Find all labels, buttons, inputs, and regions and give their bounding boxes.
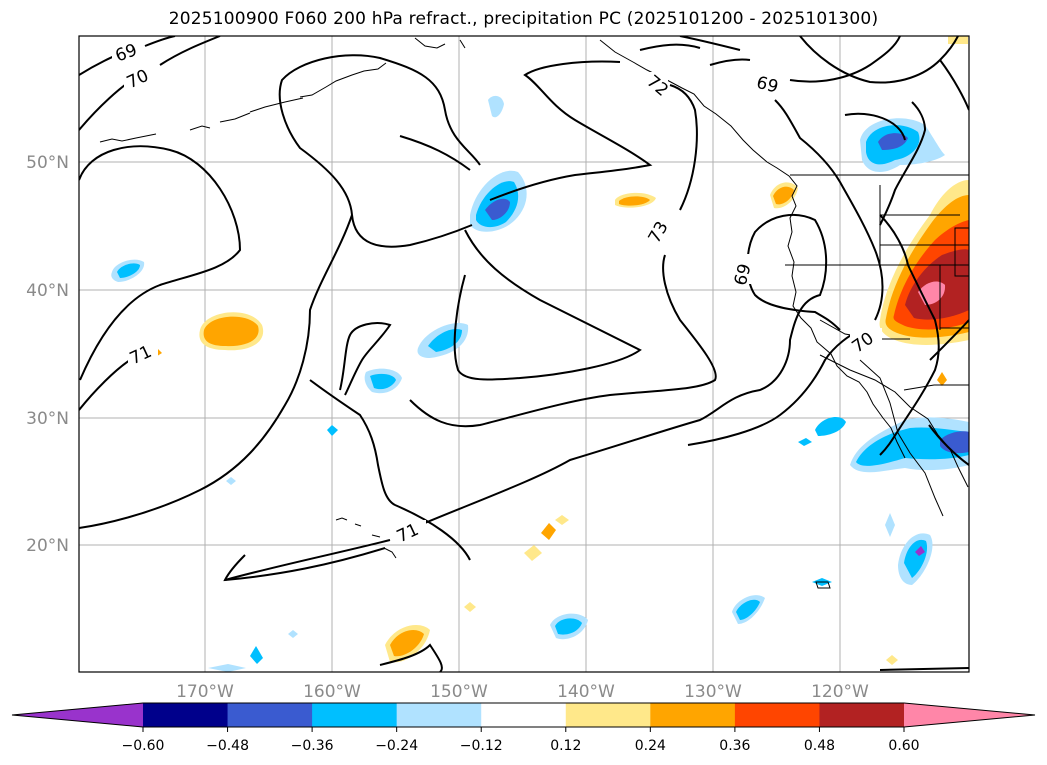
colorbar-segment xyxy=(227,703,313,727)
colorbar-extend-max xyxy=(904,703,1035,727)
precip-blob xyxy=(524,545,542,561)
precip-blob xyxy=(541,523,556,540)
precip-blob xyxy=(937,372,947,386)
colorbar-label: −0.48 xyxy=(206,738,249,754)
precip-blob xyxy=(770,182,798,209)
colorbar-segment xyxy=(819,703,905,727)
precip-blob xyxy=(226,477,236,485)
colorbar-label: 0.24 xyxy=(635,738,666,754)
colorbar-segment xyxy=(734,703,820,727)
colorbar-label: −0.36 xyxy=(291,738,334,754)
colorbar-segment xyxy=(481,703,567,727)
precip-blob xyxy=(327,425,338,436)
lon-label: 120°W xyxy=(811,682,869,702)
colorbar-label: −0.60 xyxy=(122,738,165,754)
lon-label: 150°W xyxy=(430,682,488,702)
colorbar-label: 0.60 xyxy=(888,738,919,754)
precip-blob xyxy=(385,625,430,663)
precip-blob xyxy=(208,664,246,672)
precip-blob xyxy=(550,613,588,640)
colorbar-segment xyxy=(396,703,482,727)
precip-blob xyxy=(885,513,895,537)
lon-label: 130°W xyxy=(684,682,742,702)
lon-label: 160°W xyxy=(303,682,361,702)
precip-blob xyxy=(555,515,569,525)
precip-blob xyxy=(464,602,476,612)
contour-labels: 69 70 69 73 72 71 69 70 71 xyxy=(112,40,882,547)
map-frame xyxy=(78,35,970,673)
precip-blob xyxy=(615,192,656,208)
precip-blob xyxy=(815,416,846,436)
map-title: 2025100900 F060 200 hPa refract., precip… xyxy=(168,9,879,29)
colorbar-extend-min xyxy=(12,703,143,727)
longitude-labels: 170°W 160°W 150°W 140°W 130°W 120°W xyxy=(176,682,869,702)
precip-blob xyxy=(886,655,898,665)
precip-blob xyxy=(199,312,264,351)
precip-blob xyxy=(879,180,969,345)
precip-blob xyxy=(470,170,527,232)
precip-blob xyxy=(732,595,765,624)
colorbar: −0.60 −0.48 −0.36 −0.24 −0.12 0.12 0.24 0.36 0.4… xyxy=(11,702,1036,754)
colorbar-outline xyxy=(11,702,1036,728)
coastlines xyxy=(99,37,969,589)
lat-label: 40°N xyxy=(26,281,69,301)
latitude-labels: 50°N 40°N 30°N 20°N xyxy=(26,153,69,556)
colorbar-segment xyxy=(565,703,651,727)
precip-blob xyxy=(364,368,402,394)
colorbar-segment xyxy=(312,703,398,727)
precip-blob xyxy=(288,630,298,638)
refractivity-contours xyxy=(79,36,969,672)
colorbar-label: 0.48 xyxy=(804,738,835,754)
map-plot-area xyxy=(79,36,969,672)
colorbar-label: −0.12 xyxy=(460,738,503,754)
lat-label: 30°N xyxy=(26,409,69,429)
precip-blob xyxy=(948,36,968,44)
precip-blob xyxy=(488,95,504,118)
colorbar-label: 0.36 xyxy=(719,738,750,754)
precip-blob xyxy=(798,438,812,446)
colorbar-label: −0.24 xyxy=(375,738,418,754)
lat-label: 20°N xyxy=(26,536,69,556)
colorbar-label: 0.12 xyxy=(550,738,581,754)
lat-label: 50°N xyxy=(26,153,69,173)
precip-blob xyxy=(111,259,145,282)
lon-label: 170°W xyxy=(176,682,234,702)
precip-blob xyxy=(250,646,263,664)
precipitation-shading xyxy=(111,36,969,672)
lon-label: 140°W xyxy=(557,682,615,702)
precip-blob xyxy=(850,417,969,473)
precip-blob xyxy=(898,533,933,585)
colorbar-segment xyxy=(650,703,736,727)
colorbar-segment xyxy=(143,703,229,727)
